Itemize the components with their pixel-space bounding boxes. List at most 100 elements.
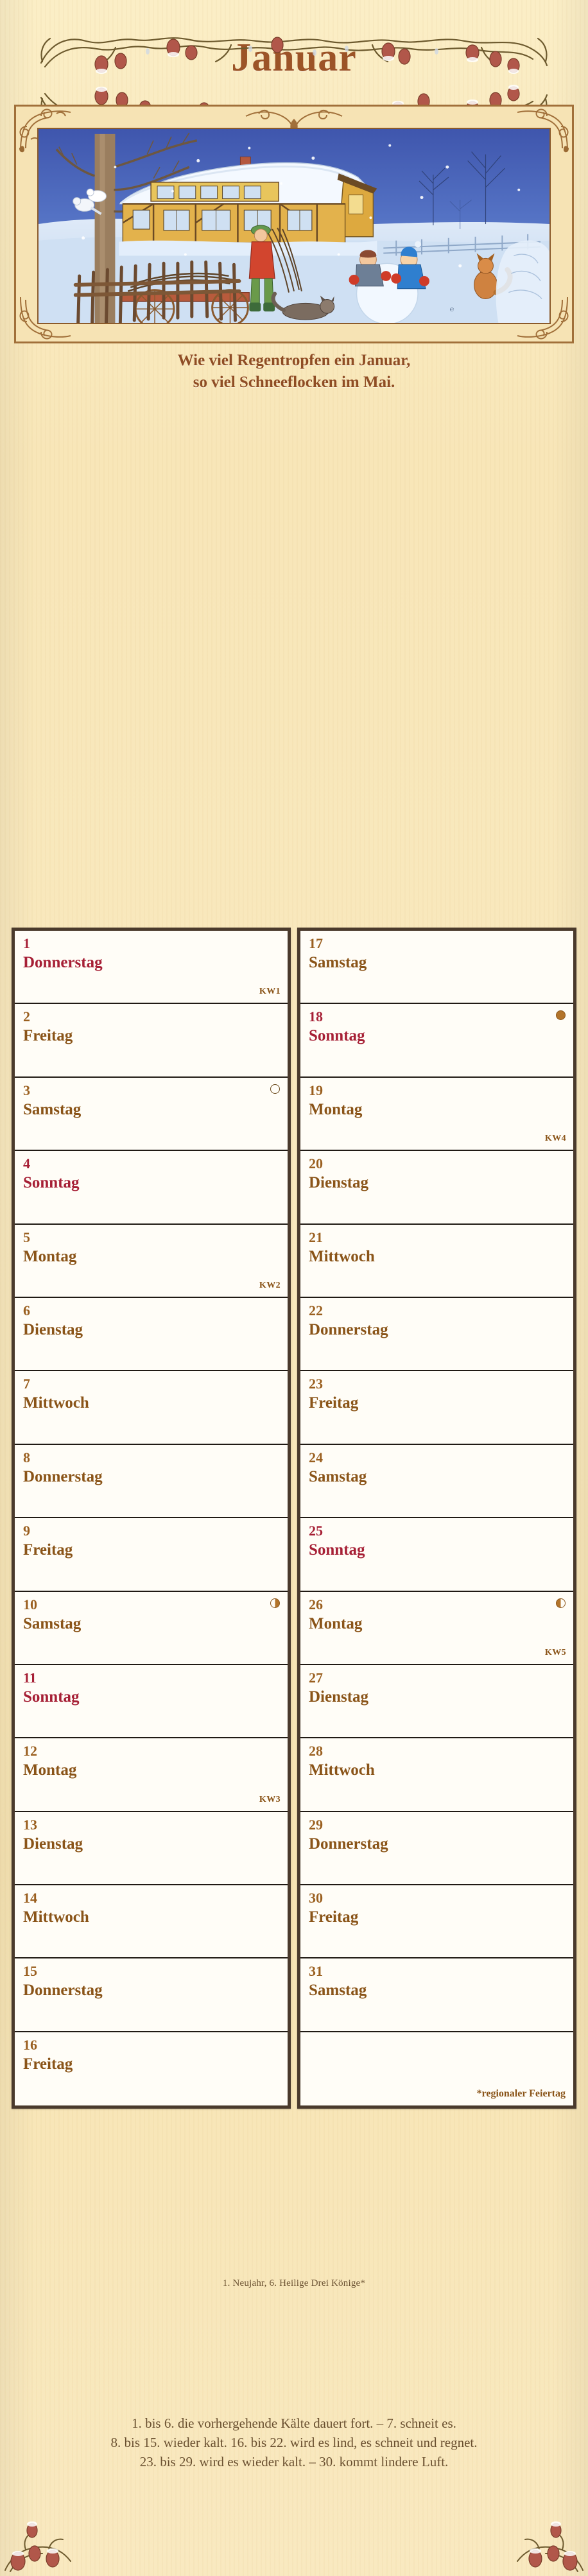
calendar-day-cell[interactable]: 30 Freitag [300, 1885, 573, 1959]
calendar-day-cell[interactable]: 28 Mittwoch [300, 1738, 573, 1812]
illustration-frame: ℮ [14, 105, 574, 343]
proverb-line-1: Wie viel Regentropfen ein Januar, [177, 352, 411, 369]
calendar-day-cell[interactable]: 17 Samstag [300, 931, 573, 1005]
weather-lore: 1. bis 6. die vorhergehende Kälte dauert… [0, 2414, 588, 2471]
day-number: 20 [309, 1155, 323, 1172]
illustration-image: ℮ [37, 128, 551, 324]
day-name: Donnerstag [23, 1467, 103, 1485]
regional-holiday-note: *regionaler Feiertag [476, 2088, 566, 2100]
calendar-day-cell[interactable]: 7 Mittwoch [15, 1371, 288, 1445]
calendar-day-cell[interactable]: 18 Sonntag [300, 1004, 573, 1078]
calendar-day-cell[interactable]: 19 Montag KW4 [300, 1077, 573, 1152]
moon-phase-last-icon [556, 1598, 566, 1608]
day-name: Mittwoch [309, 1247, 375, 1265]
day-name: Donnerstag [23, 954, 103, 971]
calendar-day-cell[interactable]: 15 Donnerstag [15, 1958, 288, 2032]
day-number: 18 [309, 1008, 323, 1025]
day-number: 10 [23, 1596, 37, 1612]
day-number: 4 [23, 1155, 30, 1172]
calendar-day-cell[interactable]: 29 Donnerstag [300, 1811, 573, 1886]
calendar-day-cell[interactable]: 13 Dienstag [15, 1811, 288, 1886]
title-zone: Januar [0, 19, 588, 128]
flourish-corner-bottom-left-icon [18, 295, 73, 340]
day-name: Sonntag [23, 1174, 80, 1192]
day-name: Donnerstag [309, 1320, 388, 1338]
day-number: 6 [23, 1302, 30, 1318]
calendar-day-cell-empty[interactable]: *regionaler Feiertag [300, 2032, 573, 2106]
day-number: 29 [309, 1816, 323, 1833]
day-name: Mittwoch [309, 1761, 375, 1779]
day-name: Freitag [23, 1541, 73, 1559]
day-number: 16 [23, 2036, 37, 2053]
day-name: Samstag [309, 1467, 367, 1485]
day-number: 23 [309, 1376, 323, 1392]
calendar-day-cell[interactable]: 9 Freitag [15, 1518, 288, 1592]
day-number: 28 [309, 1743, 323, 1759]
day-number: 7 [23, 1376, 30, 1392]
rosehip-sprig-bottom-left-icon [4, 2511, 74, 2572]
day-number: 27 [309, 1669, 323, 1686]
day-name: Sonntag [309, 1541, 365, 1559]
calendar-day-cell[interactable]: 20 Dienstag [300, 1151, 573, 1225]
calendar-day-cell[interactable]: 14 Mittwoch [15, 1885, 288, 1959]
calendar-day-cell[interactable]: 3 Samstag [15, 1077, 288, 1152]
week-number-label: KW2 [259, 1280, 281, 1290]
day-name: Donnerstag [23, 1982, 103, 2000]
calendar-day-cell[interactable]: 16 Freitag [15, 2032, 288, 2106]
day-number: 12 [23, 1743, 37, 1759]
day-number: 14 [23, 1890, 37, 1906]
calendar-day-cell[interactable]: 8 Donnerstag [15, 1444, 288, 1519]
day-name: Sonntag [23, 1688, 80, 1706]
day-number: 15 [23, 1963, 37, 1980]
day-number: 22 [309, 1302, 323, 1318]
calendar-day-cell[interactable]: 1 Donnerstag KW1 [15, 931, 288, 1005]
day-name: Mittwoch [23, 1394, 89, 1412]
calendar-day-cell[interactable]: 4 Sonntag [15, 1151, 288, 1225]
calendar-day-cell[interactable]: 23 Freitag [300, 1371, 573, 1445]
calendar-day-cell[interactable]: 22 Donnerstag [300, 1297, 573, 1372]
day-number: 3 [23, 1082, 30, 1098]
calendar-day-cell[interactable]: 12 Montag KW3 [15, 1738, 288, 1812]
day-number: 26 [309, 1596, 323, 1612]
day-number: 19 [309, 1082, 323, 1098]
rosehip-sprig-bottom-right-icon [514, 2511, 584, 2572]
calendar-day-cell[interactable]: 31 Samstag [300, 1958, 573, 2032]
week-number-label: KW1 [259, 987, 281, 997]
week-number-label: KW3 [259, 1794, 281, 1804]
day-number: 17 [309, 935, 323, 951]
svg-text:℮: ℮ [450, 306, 454, 313]
calendar-day-cell[interactable]: 27 Dienstag [300, 1664, 573, 1739]
calendar-day-cell[interactable]: 10 Samstag [15, 1591, 288, 1665]
day-number: 9 [23, 1523, 30, 1539]
calendar-day-cell[interactable]: 21 Mittwoch [300, 1224, 573, 1298]
calendar-grid: 1 Donnerstag KW1 2 Freitag 3 Samstag 4 Sonntag 5 M… [12, 928, 576, 2109]
day-name: Montag [23, 1247, 77, 1265]
day-number: 24 [309, 1449, 323, 1465]
calendar-column-left: 1 Donnerstag KW1 2 Freitag 3 Samstag 4 Sonntag 5 M… [12, 928, 291, 2109]
flourish-corner-top-left-icon [18, 108, 73, 153]
calendar-day-cell[interactable]: 2 Freitag [15, 1004, 288, 1078]
proverb-line-2: so viel Schneeflocken im Mai. [193, 374, 395, 391]
calendar-day-cell[interactable]: 6 Dienstag [15, 1297, 288, 1372]
flourish-corner-bottom-right-icon [515, 295, 570, 340]
holiday-note: 1. Neujahr, 6. Heilige Drei Könige* [222, 2278, 366, 2288]
day-name: Dienstag [309, 1174, 369, 1192]
day-name: Freitag [309, 1908, 359, 1926]
calendar-day-cell[interactable]: 11 Sonntag [15, 1664, 288, 1739]
day-name: Samstag [23, 1614, 82, 1632]
moon-phase-full-icon [556, 1010, 566, 1021]
weather-lore-line-1: 1. bis 6. die vorhergehende Kälte dauert… [132, 2416, 456, 2431]
week-number-label: KW4 [544, 1134, 566, 1144]
day-name: Freitag [309, 1394, 359, 1412]
calendar-column-right: 17 Samstag 18 Sonntag 19 Montag KW4 20 Dienstag 2… [297, 928, 576, 2109]
day-name: Sonntag [309, 1027, 365, 1045]
day-number: 11 [23, 1669, 37, 1686]
day-name: Dienstag [309, 1688, 369, 1706]
calendar-day-cell[interactable]: 5 Montag KW2 [15, 1224, 288, 1298]
calendar-day-cell[interactable]: 24 Samstag [300, 1444, 573, 1519]
week-number-label: KW5 [544, 1647, 566, 1657]
day-number: 1 [23, 935, 30, 951]
calendar-day-cell[interactable]: 26 Montag KW5 [300, 1591, 573, 1665]
day-number: 31 [309, 1963, 323, 1980]
calendar-day-cell[interactable]: 25 Sonntag [300, 1518, 573, 1592]
